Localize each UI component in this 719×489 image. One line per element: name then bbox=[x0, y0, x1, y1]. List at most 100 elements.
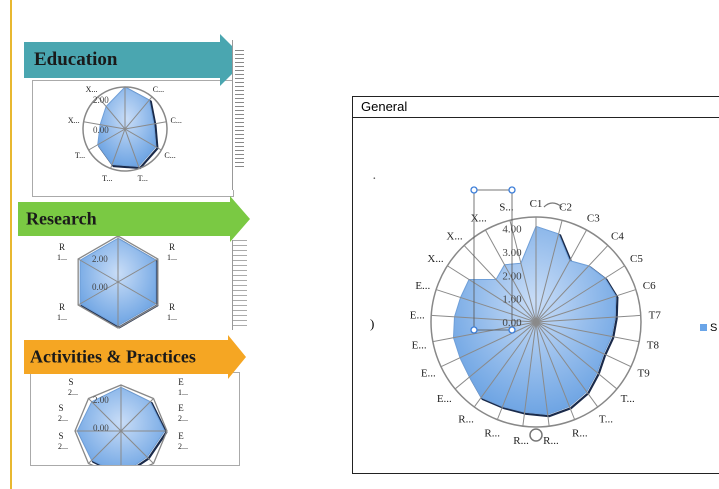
research-side-strip bbox=[232, 240, 247, 330]
axis-label: R bbox=[59, 242, 65, 252]
axis-label: X... bbox=[86, 85, 98, 94]
spoke bbox=[535, 314, 641, 323]
axis-label: C1 bbox=[530, 198, 543, 210]
spoke bbox=[509, 220, 537, 323]
rotate-handle-icon[interactable] bbox=[543, 202, 563, 208]
axis-label: T... bbox=[75, 151, 85, 160]
selection-handle[interactable] bbox=[470, 326, 478, 334]
tick-label: 2.00 bbox=[93, 395, 109, 405]
research-chart-panel[interactable]: R 1... R 1... R 1... R 1... 2.00 0.00 bbox=[48, 232, 188, 332]
activities-banner[interactable]: Activities & Practices bbox=[24, 335, 246, 379]
axis-sublabel: 2... bbox=[178, 414, 188, 423]
research-radar-chart: R1...R1...R1...R1...2.000.00 bbox=[57, 235, 177, 329]
activities-arrow-shape bbox=[24, 335, 246, 379]
spoke bbox=[535, 229, 588, 323]
axis-sublabel: 1... bbox=[167, 253, 177, 262]
selection-box[interactable] bbox=[473, 189, 513, 331]
activities-chart-panel[interactable]: E 1... E 2... E 2... S 2... S 2... S 2... 2.00 0.00 bbox=[30, 372, 240, 478]
spoke bbox=[473, 321, 537, 408]
axis-label: R... bbox=[484, 428, 500, 440]
spoke bbox=[535, 321, 640, 343]
axis-sublabel: 1... bbox=[167, 313, 177, 322]
axis-label: T... bbox=[138, 174, 148, 183]
axis-label: T8 bbox=[647, 339, 660, 351]
spoke bbox=[454, 321, 537, 390]
axis-label: E... bbox=[410, 310, 425, 322]
spoke bbox=[432, 321, 537, 343]
general-bracket-mark: ) bbox=[370, 316, 375, 331]
spoke bbox=[88, 128, 126, 151]
spoke bbox=[484, 229, 537, 323]
education-banner-label: Education bbox=[34, 49, 118, 70]
tick-label: 0.00 bbox=[93, 423, 109, 433]
spoke bbox=[120, 430, 154, 464]
spoke bbox=[535, 321, 632, 368]
spoke bbox=[88, 430, 122, 464]
axis-label: E bbox=[178, 403, 184, 413]
axis-label: T... bbox=[102, 174, 112, 183]
spoke bbox=[97, 96, 126, 130]
general-legend[interactable]: S bbox=[700, 322, 717, 334]
selection-handle[interactable] bbox=[470, 186, 478, 194]
axis-label: T... bbox=[599, 413, 613, 425]
general-dot-mark: · bbox=[372, 172, 377, 187]
spoke bbox=[463, 245, 537, 323]
spoke bbox=[447, 265, 537, 323]
left-edge-line bbox=[10, 0, 12, 489]
bottom-handle-icon[interactable] bbox=[529, 428, 543, 442]
spoke bbox=[117, 281, 159, 306]
axis-sublabel: 2... bbox=[58, 442, 68, 451]
spoke bbox=[522, 321, 537, 427]
axis-sublabel: 2... bbox=[68, 388, 78, 397]
activities-banner-label: Activities & Practices bbox=[30, 346, 196, 367]
axis-label: C3 bbox=[587, 213, 600, 225]
axis-label: E... bbox=[421, 368, 436, 380]
axis-label: C6 bbox=[643, 280, 656, 292]
research-banner[interactable]: Research bbox=[18, 196, 250, 242]
axis-label: R bbox=[59, 302, 65, 312]
spoke bbox=[440, 321, 537, 368]
axis-label: X... bbox=[446, 230, 462, 242]
axis-label: C5 bbox=[630, 253, 643, 265]
legend-swatch-icon bbox=[700, 324, 707, 331]
axis-label: R... bbox=[458, 413, 474, 425]
axis-label: E... bbox=[412, 339, 427, 351]
education-banner[interactable]: Education bbox=[24, 34, 246, 86]
axis-label: C... bbox=[164, 151, 175, 160]
axis-label: X... bbox=[427, 253, 443, 265]
axis-label: E bbox=[178, 377, 184, 387]
general-radar-chart[interactable]: C1 C2 C3 C4 C5 C6 T7 T8 T9 T... T... R... R... R... R.… bbox=[353, 117, 719, 473]
education-arrow-shape bbox=[24, 34, 246, 86]
tick-label: 2.00 bbox=[92, 254, 108, 264]
general-chart-frame[interactable]: General C1 C2 C3 C4 C5 C6 T7 T8 T9 T... T... R... R.… bbox=[352, 96, 719, 474]
spoke bbox=[535, 321, 618, 390]
spoke bbox=[124, 121, 167, 130]
spoke bbox=[77, 281, 119, 306]
research-arrow-shape bbox=[18, 196, 250, 242]
axis-label: R... bbox=[543, 435, 559, 447]
spoke bbox=[124, 128, 162, 151]
spoke bbox=[535, 321, 599, 408]
axis-label: E bbox=[178, 431, 184, 441]
axis-label: T7 bbox=[649, 310, 662, 322]
axis-label: E... bbox=[437, 393, 452, 405]
research-banner-label: Research bbox=[26, 208, 97, 229]
axis-label: C4 bbox=[611, 230, 624, 242]
spoke bbox=[435, 289, 537, 323]
education-side-strip bbox=[232, 40, 247, 190]
spoke bbox=[77, 258, 119, 283]
axis-label: T9 bbox=[638, 368, 651, 380]
tick-label: 0.00 bbox=[92, 282, 108, 292]
tick-label: 0.00 bbox=[93, 125, 109, 135]
axis-sublabel: 1... bbox=[57, 253, 67, 262]
spoke bbox=[535, 321, 550, 427]
spoke bbox=[83, 121, 126, 130]
axis-label: S bbox=[58, 403, 63, 413]
spoke bbox=[431, 314, 537, 323]
selection-handle[interactable] bbox=[508, 326, 516, 334]
selection-handle[interactable] bbox=[508, 186, 516, 194]
spoke bbox=[535, 220, 563, 323]
axis-label: C... bbox=[153, 85, 164, 94]
spoke bbox=[535, 289, 637, 323]
education-chart-panel[interactable]: C...C...C...C...T...T...T...X...X...2.00… bbox=[32, 73, 234, 197]
